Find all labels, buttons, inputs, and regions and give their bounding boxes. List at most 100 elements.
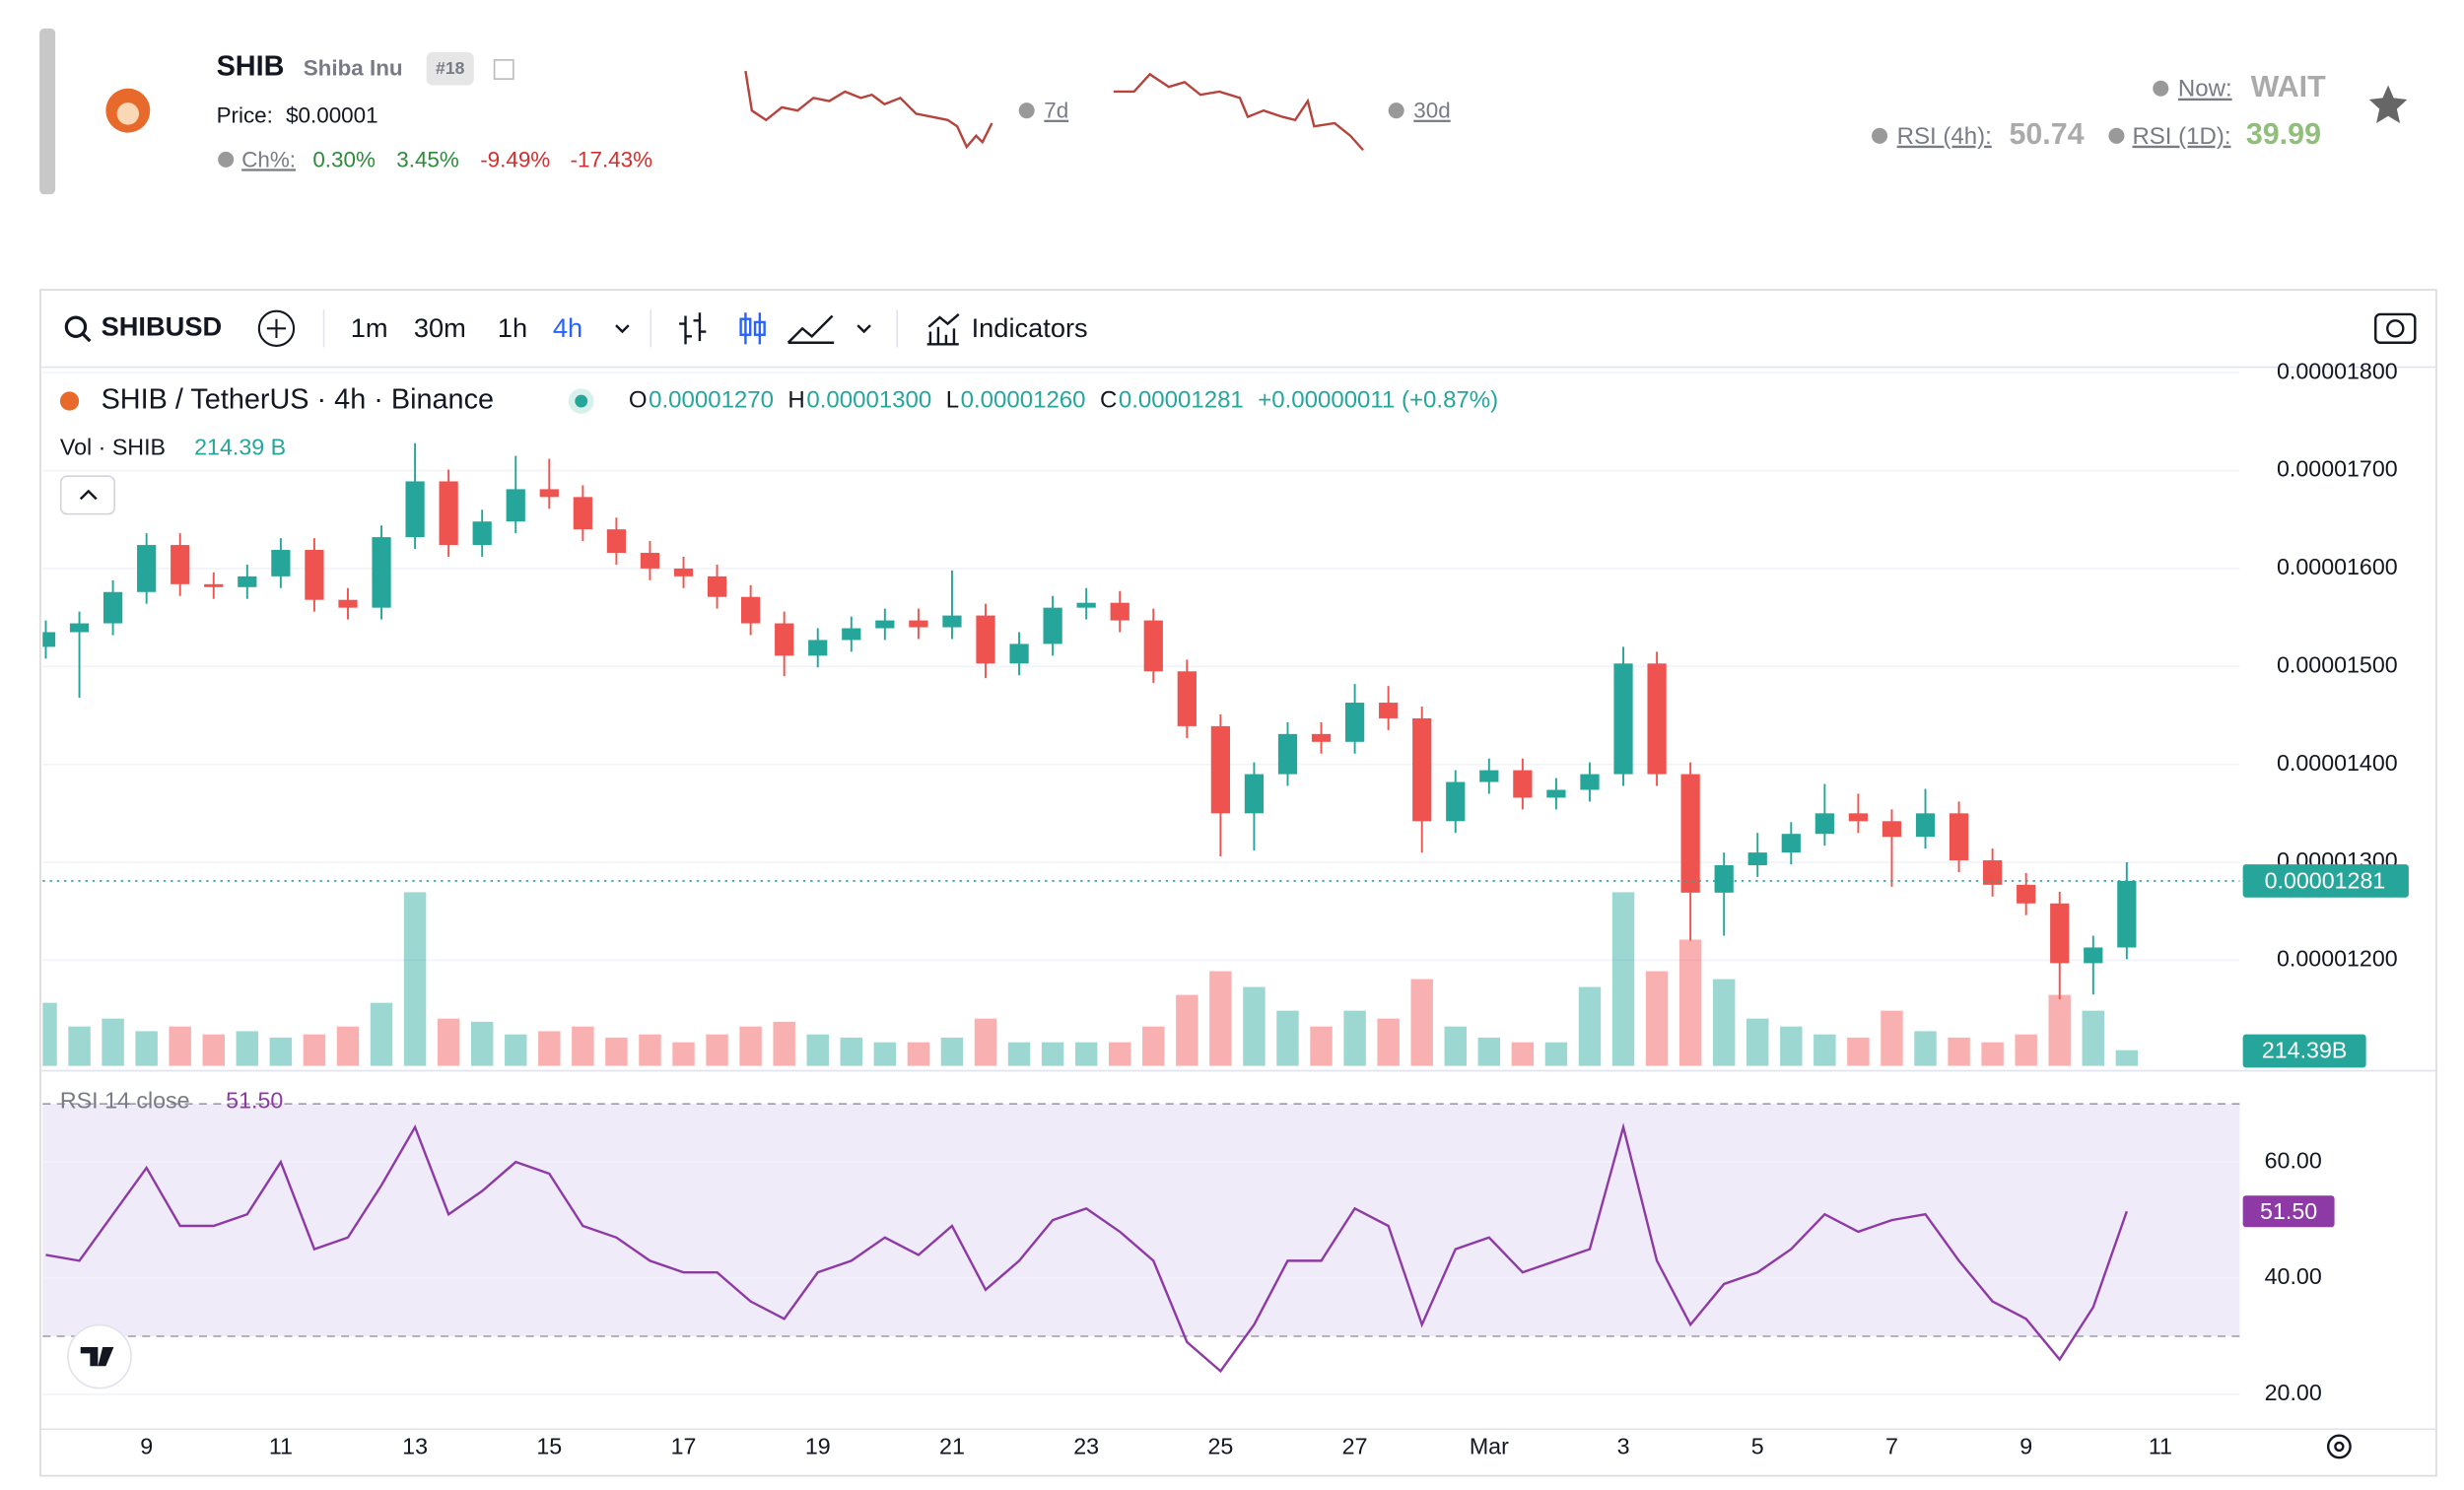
volume-bar [974, 1018, 997, 1066]
volume-bar [1410, 979, 1433, 1066]
indicators-icon[interactable] [926, 312, 960, 346]
compare-icon [266, 318, 287, 338]
volume-bar [1847, 1037, 1870, 1066]
toolbar-symbol[interactable]: SHIBUSD [102, 311, 223, 342]
volume-bar [1176, 994, 1198, 1066]
snapshot-button[interactable] [2374, 312, 2417, 344]
x-tick-label: 23 [1073, 1434, 1099, 1459]
volume-bar [1276, 1010, 1299, 1066]
ohlc-value: 0.00001270 [649, 386, 774, 413]
x-tick-label: 3 [1617, 1434, 1630, 1459]
volume-bar [1142, 1026, 1165, 1066]
volume-bar [68, 1026, 91, 1066]
bars-icon[interactable] [679, 312, 707, 345]
legend-title: SHIB / TetherUS · 4h · Binance [102, 384, 494, 416]
help-icon[interactable] [2153, 80, 2169, 97]
volume-bar [135, 1031, 158, 1066]
x-tick-label: 27 [1342, 1434, 1368, 1459]
candle-body [741, 596, 761, 624]
volume-bar [2115, 1050, 2139, 1066]
candle-body [1244, 774, 1265, 814]
candle-body [2084, 947, 2103, 964]
candle-body [171, 545, 190, 584]
volume-bar [873, 1042, 897, 1066]
interval[interactable]: 1m [351, 312, 388, 343]
candle-body [1613, 663, 1633, 775]
search-icon[interactable] [64, 315, 88, 338]
interval-menu[interactable] [615, 324, 630, 334]
rsi-tick-label: 60.00 [2265, 1147, 2322, 1173]
interval-active[interactable]: 4h [553, 312, 582, 343]
candle-body [1009, 643, 1029, 664]
indicators-button[interactable]: Indicators [972, 312, 1088, 343]
rank-badge [426, 51, 474, 86]
volume-bar [370, 1002, 393, 1066]
x-tick-label: 19 [805, 1434, 831, 1459]
help-icon[interactable] [1388, 102, 1404, 119]
y-tick-label: 0.00001400 [2277, 750, 2398, 776]
candle-body [1143, 620, 1163, 672]
area-icon[interactable] [787, 314, 835, 344]
x-tick-label: 21 [939, 1434, 965, 1459]
volume-bar [605, 1037, 628, 1066]
change: 3.45% [396, 147, 459, 171]
candle-body [1210, 725, 1230, 814]
volume-bar [1511, 1042, 1535, 1066]
volume-bar [739, 1026, 762, 1066]
help-icon[interactable] [218, 151, 235, 168]
candle-body [1277, 733, 1298, 775]
collapse-button[interactable] [59, 475, 116, 515]
favorite-star[interactable] [2368, 85, 2408, 123]
tv-logo[interactable] [67, 1323, 132, 1389]
candle-body [942, 615, 962, 628]
volume-bar [538, 1031, 561, 1066]
interval[interactable]: 30m [414, 312, 466, 343]
snapshot-icon [2386, 319, 2405, 338]
settings-button[interactable] [2326, 1434, 2352, 1459]
ohlc-value: 0.00001281 [1119, 386, 1244, 413]
external-link[interactable] [493, 59, 514, 80]
volume-bar [437, 1018, 460, 1066]
candle-body [640, 553, 660, 569]
volume-bar [639, 1034, 661, 1066]
x-tick-label: 9 [140, 1434, 153, 1459]
candle-body [606, 529, 627, 554]
candle-body [1915, 813, 1936, 838]
volume-bar [1780, 1026, 1803, 1066]
x-tick-label: 5 [1751, 1434, 1764, 1459]
y-tick-label: 0.00001800 [2277, 358, 2398, 383]
candle-body [707, 576, 727, 597]
candle-body [1814, 813, 1834, 835]
volume-bar [1109, 1042, 1131, 1066]
candle-body [1379, 703, 1399, 718]
volume-bar [1377, 1018, 1400, 1066]
help-icon[interactable] [1872, 127, 1888, 144]
candles-icon [739, 317, 752, 336]
candle-body [1446, 781, 1466, 822]
spark-label: 7d [1044, 99, 1068, 123]
candle-body [976, 615, 995, 664]
candle-body [1882, 821, 1902, 838]
volume-bar [102, 1018, 124, 1066]
rsi-badge [2242, 1195, 2335, 1228]
help-icon[interactable] [2108, 127, 2125, 144]
x-tick-label: 25 [1207, 1434, 1233, 1459]
compare-button[interactable] [257, 309, 296, 347]
help-icon[interactable] [1018, 102, 1035, 119]
volume-bar [336, 1026, 360, 1066]
volume-bar [1914, 1031, 1937, 1066]
chart-type-menu[interactable] [856, 324, 871, 334]
volume-bar [202, 1034, 225, 1066]
volume-bar [1041, 1042, 1064, 1066]
price-badge-label: 0.00001281 [2265, 868, 2386, 894]
candle-body [1110, 602, 1129, 621]
volume-bar [1209, 971, 1232, 1066]
rsi-band [42, 1104, 2240, 1336]
tv-logo-mark [80, 1346, 114, 1367]
interval[interactable]: 1h [498, 312, 527, 343]
candle-body [1781, 834, 1801, 853]
volume-bar [1981, 1042, 2004, 1066]
candle-body [42, 632, 56, 647]
